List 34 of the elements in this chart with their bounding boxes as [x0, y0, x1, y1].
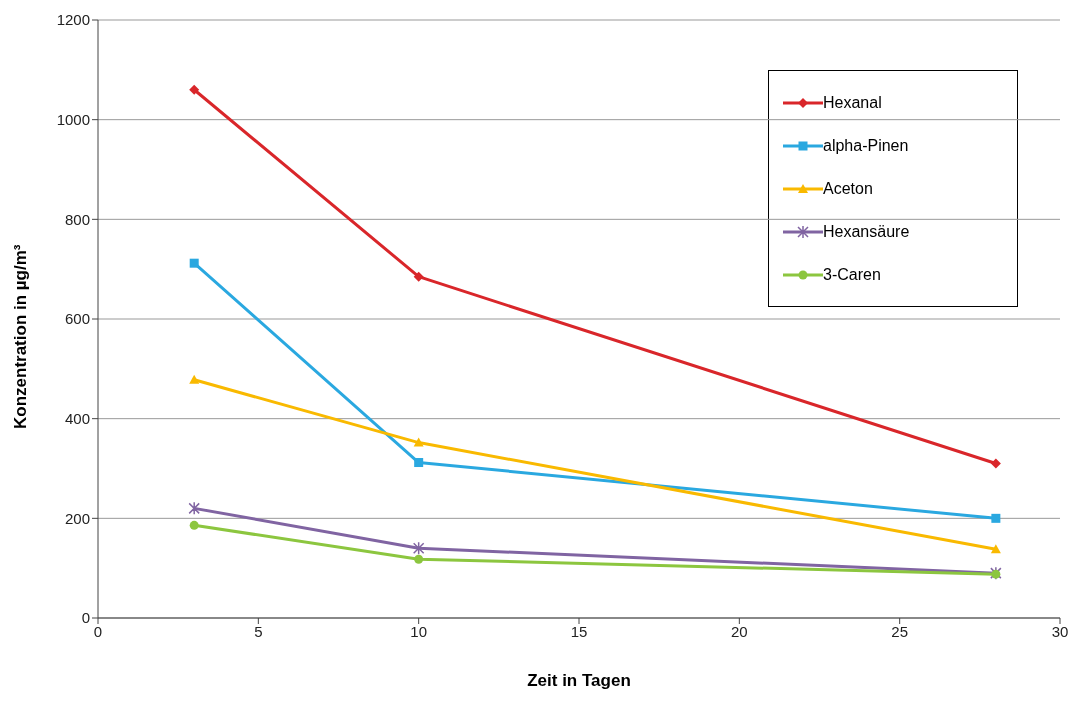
x-tick-label: 25	[891, 622, 909, 640]
y-tick-label: 1200	[56, 11, 90, 29]
legend-label: Hexanal	[823, 93, 882, 112]
point	[412, 541, 425, 555]
point	[414, 554, 424, 564]
point	[990, 458, 1001, 469]
point	[189, 374, 200, 384]
legend-label: alpha-Pinen	[823, 136, 909, 155]
x-tick-label: 5	[254, 622, 263, 640]
y-tick-label: 600	[64, 310, 90, 328]
point	[991, 513, 1001, 523]
point	[990, 544, 1001, 554]
legend-label: Aceton	[823, 179, 873, 198]
point	[413, 437, 424, 447]
legend-label: 3-Caren	[823, 265, 881, 284]
point	[189, 84, 200, 95]
point	[414, 458, 424, 468]
point	[413, 271, 424, 282]
x-tick-label: 10	[410, 622, 428, 640]
point	[189, 520, 199, 530]
x-tick-label: 15	[570, 622, 588, 640]
y-tick-label: 800	[64, 210, 90, 228]
y-tick-label: 0	[81, 609, 90, 627]
point	[188, 501, 200, 516]
y-tick-label: 200	[64, 509, 90, 527]
y-tick-label: 400	[64, 409, 90, 427]
y-axis-title: Konzentration in µg/m³	[11, 244, 31, 429]
x-axis-title: Zeit in Tagen	[527, 671, 631, 690]
x-tick-label: 0	[93, 622, 103, 640]
x-tick-label: 30	[1051, 622, 1069, 640]
legend-label: Hexansäure	[823, 222, 910, 241]
x-tick-label: 20	[730, 622, 748, 640]
point	[189, 258, 199, 268]
y-tick-label: 1000	[56, 110, 90, 128]
